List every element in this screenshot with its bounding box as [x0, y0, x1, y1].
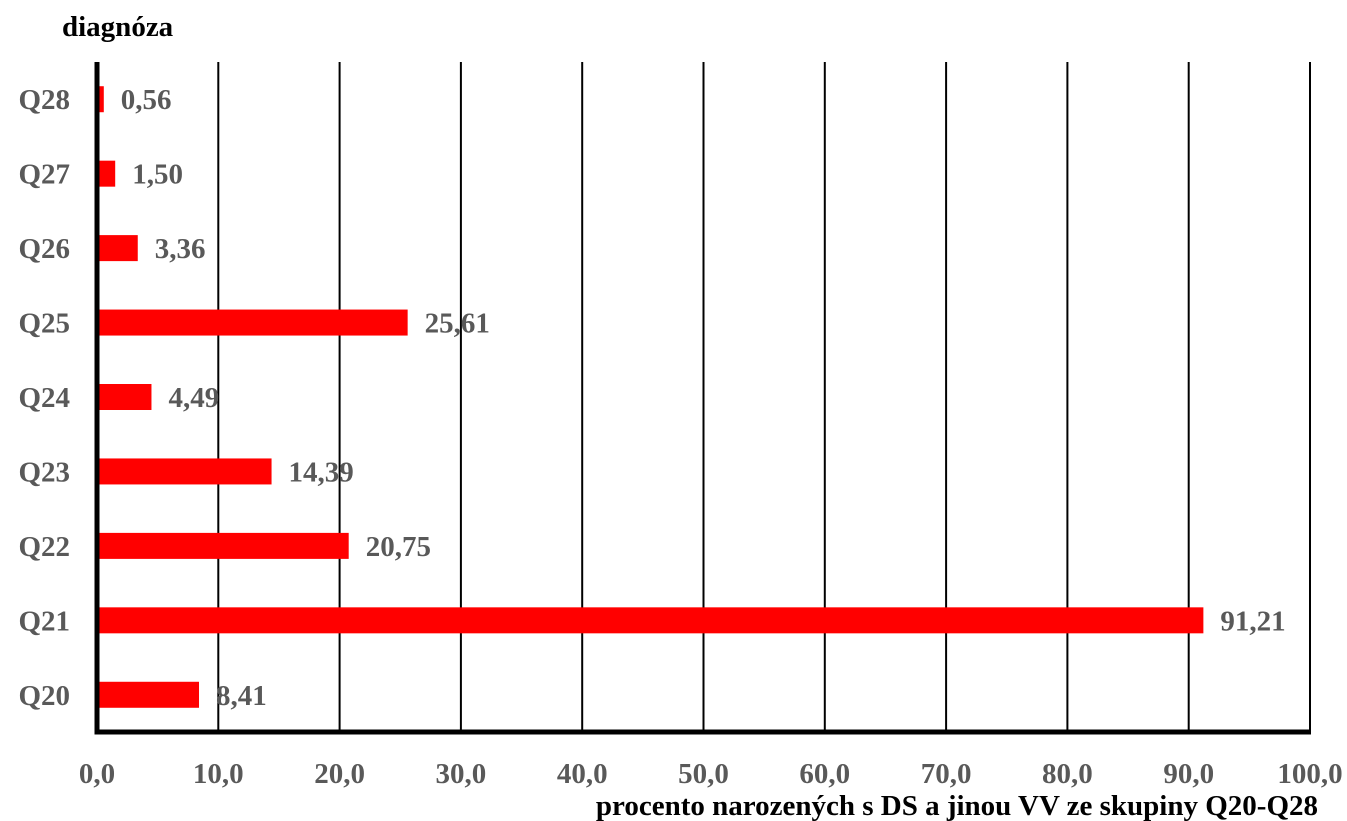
category-label-q24: Q24 [18, 382, 70, 414]
x-tick-label: 70,0 [921, 758, 972, 790]
x-tick-label: 30,0 [436, 758, 487, 790]
value-label-q26: 3,36 [155, 233, 206, 265]
x-tick-label: 40,0 [557, 758, 608, 790]
bar-q27 [97, 160, 116, 187]
bar-q20 [97, 681, 200, 708]
bar-q26 [97, 235, 138, 262]
category-label-q23: Q23 [18, 456, 70, 488]
category-label-q27: Q27 [18, 159, 70, 191]
value-label-q24: 4,49 [168, 382, 219, 414]
bar-q23 [97, 458, 272, 485]
x-tick-label: 50,0 [678, 758, 729, 790]
value-label-q22: 20,75 [366, 531, 431, 563]
bar-q28 [97, 86, 104, 113]
x-tick-label: 20,0 [314, 758, 365, 790]
category-label-q25: Q25 [18, 308, 70, 340]
bar-q21 [97, 607, 1204, 634]
category-label-q22: Q22 [18, 531, 70, 563]
x-tick-label: 60,0 [799, 758, 850, 790]
value-label-q28: 0,56 [121, 84, 172, 116]
category-label-q26: Q26 [18, 233, 70, 265]
bar-layer [97, 86, 1204, 708]
bar-q25 [97, 309, 408, 336]
value-label-q23: 14,39 [289, 456, 354, 488]
label-layer: 0,0 10,0 20,0 30,0 40,0 50,0 60,0 70,0 80,0 90,0 1… [18, 84, 1342, 790]
axis-layer [94, 62, 1311, 735]
x-tick-label: 100,0 [1277, 758, 1342, 790]
bar-q24 [97, 384, 152, 410]
value-label-q27: 1,50 [132, 159, 183, 191]
category-label-q28: Q28 [18, 84, 70, 116]
x-tick-label: 0,0 [79, 758, 115, 790]
category-label-q21: Q21 [18, 605, 70, 637]
x-tick-label: 10,0 [193, 758, 244, 790]
bar-q22 [97, 532, 349, 559]
y-axis-title: diagnóza [62, 11, 174, 43]
value-label-q21: 91,21 [1220, 605, 1285, 637]
x-axis-title: procento narozených s DS a jinou VV ze s… [596, 790, 1318, 821]
grid-layer [217, 62, 1311, 732]
category-label-q20: Q20 [18, 680, 70, 712]
value-label-q25: 25,61 [425, 308, 490, 340]
x-tick-label: 80,0 [1042, 758, 1093, 790]
x-tick-label: 90,0 [1163, 758, 1214, 790]
value-label-q20: 8,41 [216, 680, 267, 712]
